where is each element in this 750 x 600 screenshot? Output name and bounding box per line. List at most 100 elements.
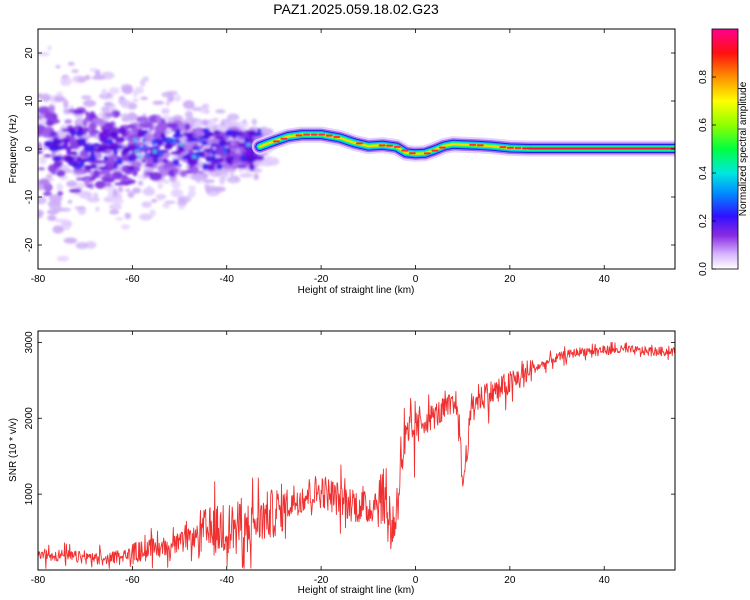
spectrogram-noise-blob [46, 173, 53, 179]
spectrogram-energy-blob [165, 161, 175, 168]
spectrogram-x-tick-label: 40 [599, 274, 611, 285]
spectrogram-core-blob [118, 126, 127, 135]
spectrogram-core-blob [215, 135, 225, 140]
spectrogram-core-blob [225, 129, 235, 135]
spectrogram-core-blob [160, 132, 166, 139]
spectrogram-core-blob [174, 130, 181, 136]
spectrogram-noise-blob [117, 186, 124, 193]
spectrogram-energy-blob [38, 178, 50, 185]
spectrogram-noise-blob [165, 100, 170, 107]
spectrogram-noise-blob [109, 209, 120, 215]
spectrogram-energy-blob [56, 169, 66, 177]
spectrogram-hot-spot [142, 144, 147, 148]
spectrogram-x-tick-label: -60 [125, 274, 140, 285]
spectrogram-core-blob [206, 149, 211, 154]
snr-panel: -80 -60 -40 -20 0 20 40 1000 2000 3000 Height of… [8, 330, 676, 596]
spectrogram-noise-blob [77, 76, 87, 83]
snr-x-tick-label: 20 [504, 575, 516, 586]
spectrogram-core-blob [151, 146, 160, 150]
spectrogram-scatter-energy [38, 45, 280, 262]
spectrogram-hot-spot [145, 153, 150, 157]
spectrogram-noise-blob [215, 109, 226, 114]
spectrogram-core-blob [130, 155, 139, 160]
colorbar-label: Normalized spectral amplitude [738, 81, 749, 216]
colorbar-tick-label: 0.8 [698, 70, 709, 84]
spectrogram-noise-blob [253, 173, 259, 181]
spectrogram-core-blob [206, 163, 216, 171]
colorbar-tick-label: 0.6 [698, 118, 709, 132]
spectrogram-energy-blob [144, 133, 155, 142]
spectrogram-noise-blob [48, 205, 62, 210]
spectrogram-energy-blob [73, 109, 85, 115]
spectrogram-energy-blob [83, 127, 90, 132]
spectrogram-hot-spot [134, 150, 139, 154]
spectrogram-noise-blob [125, 188, 130, 192]
spectrogram-x-tick-label: -40 [220, 274, 235, 285]
spectrogram-noise-blob [101, 106, 110, 113]
spectrogram-noise-blob [205, 185, 217, 191]
spectrogram-noise-blob [38, 51, 50, 57]
spectrogram-energy-blob [42, 191, 53, 197]
spectrogram-noise-blob [142, 76, 149, 82]
spectrogram-noise-blob [67, 199, 73, 204]
spectrogram-core-blob [170, 151, 182, 155]
spectrogram-noise-blob [251, 118, 257, 126]
spectrogram-noise-blob [121, 224, 130, 230]
colorbar: 0.0 0.2 0.4 0.6 0.8 Normalized spectral ampl… [698, 28, 749, 276]
spectrogram-hot-spot [133, 138, 138, 142]
spectrogram-core-blob [205, 155, 213, 163]
spectrogram-energy-blob [91, 117, 104, 125]
snr-x-label: Height of straight line (km) [298, 585, 415, 596]
spectrogram-core-blob [182, 132, 193, 137]
spectrogram-hot-spot [135, 144, 140, 149]
spectrogram-core-blob [102, 128, 110, 135]
spectrogram-noise-blob [177, 200, 188, 207]
spectrogram-core-blob [192, 151, 205, 156]
spectrogram-noise-blob [174, 94, 181, 102]
snr-x-tick-label: -20 [314, 575, 329, 586]
spectrogram-core-blob [225, 156, 235, 161]
spectrogram-noise-blob [219, 176, 225, 185]
spectrogram-core-blob [77, 126, 83, 135]
snr-x-tick-label: -80 [31, 575, 46, 586]
spectrogram-core-blob [97, 132, 110, 140]
spectrogram-y-tick-label: -10 [24, 189, 35, 204]
spectrogram-energy-blob [190, 166, 199, 175]
spectrogram-energy-blob [91, 174, 96, 181]
spectrogram-noise-blob [38, 209, 44, 217]
spectrogram-hot-spot [140, 147, 145, 151]
spectrogram-noise-blob [213, 117, 219, 122]
spectrogram-hot-spot [151, 142, 156, 146]
spectrogram-core-blob [202, 163, 209, 171]
spectrogram-energy-blob [114, 182, 125, 186]
spectrogram-noise-blob [150, 198, 158, 203]
spectrogram-energy-blob [215, 144, 226, 153]
spectrogram-noise-blob [132, 187, 141, 194]
spectrogram-energy-blob [91, 159, 106, 164]
spectrogram-energy-blob [180, 170, 188, 177]
spectrogram-noise-blob [137, 180, 144, 186]
spectrogram-hot-spot [179, 142, 184, 146]
spectrogram-core-blob [68, 160, 79, 167]
spectrogram-energy-blob [136, 116, 149, 123]
spectrogram-energy-blob [122, 174, 128, 180]
spectrogram-hot-spot [223, 150, 228, 154]
spectrogram-energy-blob [69, 188, 82, 193]
spectrogram-noise-blob [157, 182, 164, 190]
spectrogram-noise-blob [169, 176, 177, 183]
spectrogram-core-blob [152, 157, 159, 164]
spectrogram-y-tick-label: 10 [24, 95, 35, 107]
spectrogram-noise-blob [155, 193, 167, 200]
spectrogram-noise-blob [95, 206, 100, 212]
spectrogram-energy-blob [43, 126, 55, 134]
colorbar-gradient [711, 28, 739, 270]
spectrogram-energy-blob [85, 111, 90, 116]
spectrogram-energy-blob [53, 161, 62, 169]
spectrogram-core-blob [64, 155, 75, 163]
spectrogram-core-blob [70, 128, 76, 137]
spectrogram-energy-blob [145, 159, 155, 165]
spectrogram-core-blob [123, 146, 132, 153]
snr-y-tick-label: 2000 [24, 407, 35, 430]
spectrogram-core-blob [237, 165, 247, 169]
